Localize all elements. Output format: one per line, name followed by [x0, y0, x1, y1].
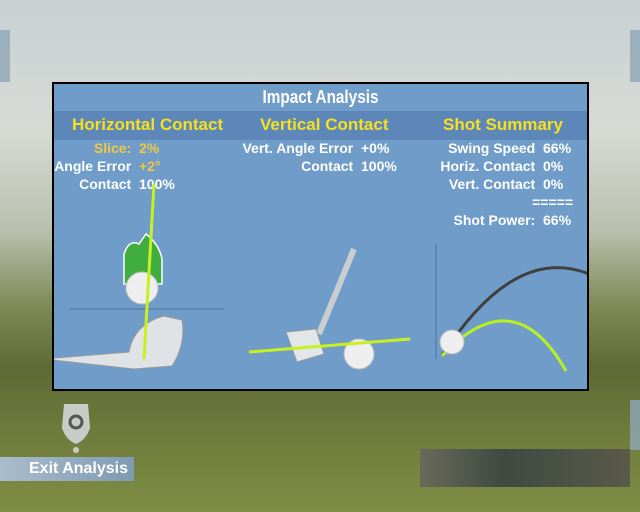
- header-band: [54, 111, 587, 140]
- shot-summary-diagram: [435, 244, 587, 372]
- vert-contact-summary-row: Vert. Contact 0%: [448, 176, 564, 192]
- club-shaft: [316, 247, 357, 336]
- vertical-contact-diagram: [248, 247, 411, 370]
- shot-power-row: Shot Power: 66%: [453, 212, 572, 228]
- watermark-logo: [420, 449, 630, 487]
- impact-analysis-panel: Impact Analysis Horizontal Contact Verti…: [52, 82, 589, 391]
- horz-angle-row: Horz. Angle Error +2°: [54, 158, 161, 174]
- aim-line: [142, 183, 156, 360]
- exit-analysis-button[interactable]: Exit Analysis: [0, 457, 134, 481]
- separator: =====: [532, 194, 573, 210]
- ideal-trajectory: [440, 266, 587, 357]
- slice-row: Slice: 2%: [93, 140, 160, 156]
- horz-contact-row: Contact 100%: [79, 176, 175, 192]
- launch-line: [248, 337, 411, 354]
- left-edge-marker: [0, 30, 10, 82]
- heading-vertical-contact: Vertical Contact: [260, 115, 389, 134]
- right-edge-marker: [630, 30, 640, 82]
- golf-ball-icon: [439, 329, 465, 355]
- club-face-icon: [285, 328, 325, 363]
- heading-horizontal-contact: Horizontal Contact: [72, 115, 224, 134]
- vert-angle-row: Vert. Angle Error +0%: [242, 140, 390, 156]
- panel-title: Impact Analysis: [262, 87, 379, 107]
- impact-illustrations: [54, 183, 587, 372]
- right-edge-marker-lower: [630, 400, 640, 450]
- horizontal-contact-diagram: [54, 183, 224, 370]
- horiz-contact-row: Horiz. Contact 0%: [440, 158, 564, 174]
- target-zone-icon: [123, 232, 163, 285]
- heading-shot-summary: Shot Summary: [443, 115, 563, 134]
- swing-speed-row: Swing Speed 66%: [448, 140, 572, 156]
- vert-contact-row: Contact 100%: [301, 158, 397, 174]
- golf-ball-icon: [125, 271, 159, 305]
- club-head-icon: [54, 315, 184, 370]
- golf-ball-icon: [343, 338, 375, 370]
- controller-button-icon: [62, 404, 90, 444]
